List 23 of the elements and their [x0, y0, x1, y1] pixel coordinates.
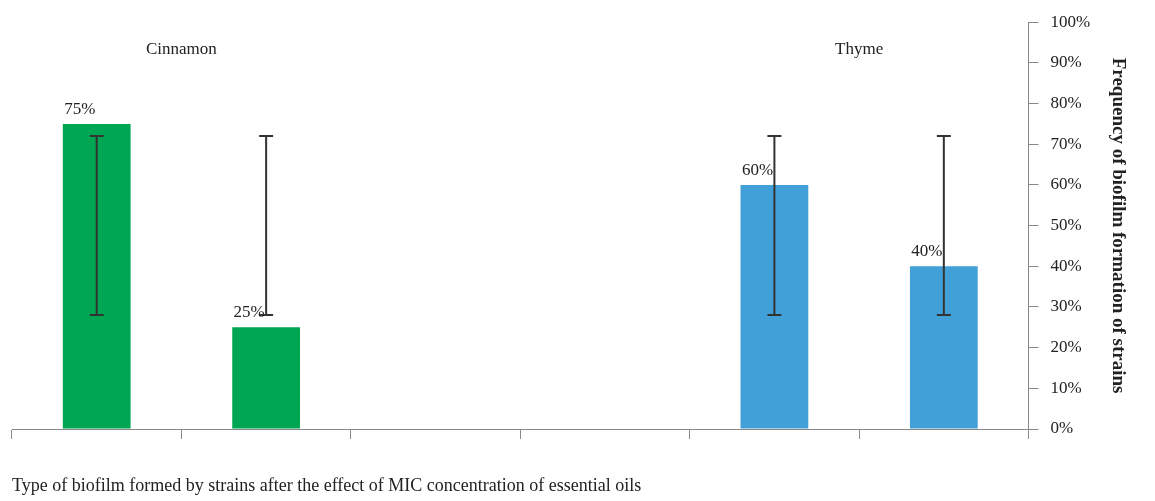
data-label: 75% [64, 98, 96, 118]
y-tick-label: 90% [1050, 52, 1082, 72]
y-tick-label: 70% [1050, 133, 1082, 153]
y-tick-label: 100% [1050, 11, 1091, 31]
annotation: Thyme [835, 39, 884, 59]
data-label: 60% [741, 159, 774, 179]
y-tick-label: 30% [1050, 296, 1082, 316]
y-tick-label: 40% [1050, 255, 1082, 275]
bar [232, 327, 301, 429]
y-tick-label: 0% [1050, 418, 1074, 438]
annotation: Cinnamon [146, 39, 218, 59]
x-axis-title: Type of biofilm formed by strains after the effect of MIC concentration of essential oils [12, 474, 642, 495]
bar [62, 123, 131, 429]
data-label: 40% [911, 241, 943, 261]
y-tick-label: 10% [1050, 377, 1082, 397]
y-tick-label: 60% [1050, 174, 1082, 194]
y-tick-label: 20% [1050, 337, 1082, 357]
y-axis-title: Frequency of biofilm formation of strains [1108, 57, 1130, 394]
bar [909, 266, 978, 429]
y-tick-label: 50% [1050, 215, 1082, 235]
y-tick-label: 80% [1050, 93, 1082, 113]
bar [740, 184, 809, 429]
data-label: 25% [233, 302, 265, 322]
